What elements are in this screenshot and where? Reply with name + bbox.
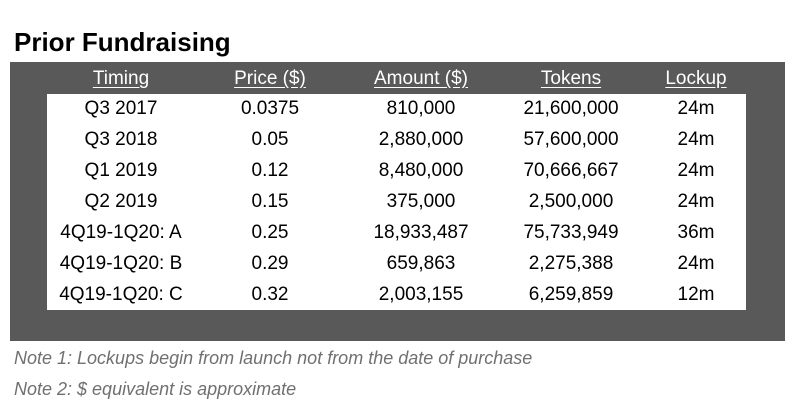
page-title: Prior Fundraising	[14, 27, 231, 57]
table-body: Q3 2017 0.0375 810,000 21,600,000 24m Q3…	[47, 94, 746, 310]
cell-price: 0.05	[251, 129, 289, 150]
cell-tokens: 2,500,000	[528, 191, 614, 212]
cell-lockup: 24m	[677, 160, 715, 181]
cell-tokens: 2,275,388	[528, 253, 614, 274]
cell-timing: Q3 2018	[84, 129, 158, 150]
cell-timing: Q2 2019	[84, 191, 158, 212]
cell-tokens: 21,600,000	[523, 98, 619, 119]
table-row: 4Q19-1Q20: A 0.25 18,933,487 75,733,949 …	[47, 218, 746, 249]
cell-tokens: 57,600,000	[523, 129, 619, 150]
table-row: 4Q19-1Q20: B 0.29 659,863 2,275,388 24m	[47, 249, 746, 280]
fundraising-table: Timing Price ($) Amount ($) Tokens Locku…	[10, 62, 785, 341]
cell-timing: Q3 2017	[84, 98, 158, 119]
cell-timing: Q1 2019	[84, 160, 158, 181]
column-header-price: Price ($)	[234, 68, 306, 89]
column-header-tokens: Tokens	[540, 68, 602, 89]
cell-amount: 810,000	[386, 98, 456, 119]
cell-amount: 659,863	[386, 253, 456, 274]
table-row: Q3 2018 0.05 2,880,000 57,600,000 24m	[47, 125, 746, 156]
cell-amount: 375,000	[386, 191, 456, 212]
cell-amount: 2,003,155	[378, 284, 464, 305]
cell-amount: 8,480,000	[378, 160, 464, 181]
cell-price: 0.32	[251, 284, 289, 305]
cell-tokens: 70,666,667	[523, 160, 619, 181]
cell-amount: 18,933,487	[373, 222, 469, 243]
table-header-row: Timing Price ($) Amount ($) Tokens Locku…	[10, 62, 785, 94]
cell-price: 0.25	[251, 222, 289, 243]
footnote-lockups: Note 1: Lockups begin from launch not fr…	[14, 348, 533, 368]
cell-price: 0.12	[251, 160, 289, 181]
column-header-amount: Amount ($)	[374, 68, 468, 89]
table-row: Q1 2019 0.12 8,480,000 70,666,667 24m	[47, 156, 746, 187]
cell-timing: 4Q19-1Q20: A	[60, 222, 182, 243]
cell-lockup: 36m	[677, 222, 715, 243]
cell-tokens: 6,259,859	[528, 284, 614, 305]
table-row: 4Q19-1Q20: C 0.32 2,003,155 6,259,859 12…	[47, 280, 746, 311]
cell-lockup: 24m	[677, 253, 715, 274]
cell-lockup: 24m	[677, 129, 715, 150]
cell-timing: 4Q19-1Q20: B	[59, 253, 183, 274]
table-row: Q2 2019 0.15 375,000 2,500,000 24m	[47, 187, 746, 218]
cell-timing: 4Q19-1Q20: C	[59, 284, 183, 305]
table-row: Q3 2017 0.0375 810,000 21,600,000 24m	[47, 94, 746, 125]
column-header-timing: Timing	[92, 68, 150, 89]
cell-lockup: 24m	[677, 191, 715, 212]
cell-lockup: 12m	[677, 284, 715, 305]
column-header-lockup: Lockup	[665, 68, 727, 89]
cell-price: 0.0375	[240, 98, 300, 119]
cell-lockup: 24m	[677, 98, 715, 119]
footnote-approximate: Note 2: $ equivalent is approximate	[14, 379, 297, 399]
cell-price: 0.15	[251, 191, 289, 212]
cell-price: 0.29	[251, 253, 289, 274]
cell-tokens: 75,733,949	[523, 222, 619, 243]
cell-amount: 2,880,000	[378, 129, 464, 150]
